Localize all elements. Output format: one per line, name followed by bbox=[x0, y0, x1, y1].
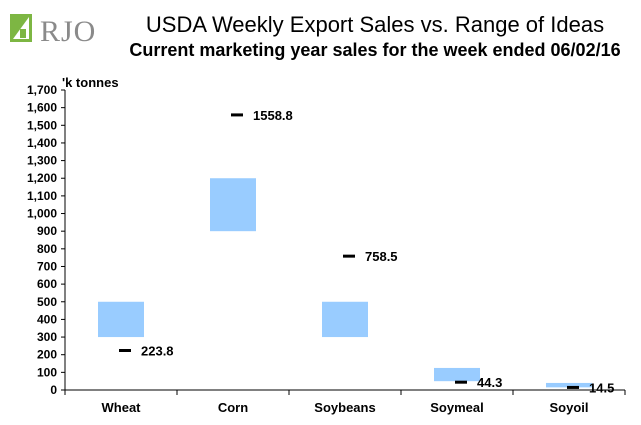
actual-value-label: 44.3 bbox=[477, 375, 502, 390]
y-tick-label: 1,300 bbox=[27, 154, 57, 168]
range-bar-soyoil bbox=[546, 382, 592, 388]
actual-value-label: 1558.8 bbox=[253, 108, 293, 123]
range-bar-corn bbox=[210, 178, 256, 232]
actual-value-label: 223.8 bbox=[141, 344, 174, 359]
y-tick-label: 100 bbox=[37, 365, 57, 379]
logo-text: RJO bbox=[40, 15, 97, 48]
chart-subtitle: Current marketing year sales for the wee… bbox=[129, 40, 621, 60]
x-category-label: Corn bbox=[218, 400, 248, 415]
x-category-label: Soymeal bbox=[430, 400, 483, 415]
range-bar-wheat bbox=[98, 301, 144, 338]
actual-value-label: 758.5 bbox=[365, 249, 398, 264]
y-tick-label: 200 bbox=[37, 348, 57, 362]
y-tick-label: 1,000 bbox=[27, 207, 57, 221]
y-tick-label: 1,500 bbox=[27, 118, 57, 132]
y-tick-label: 0 bbox=[50, 383, 57, 397]
y-tick-label: 700 bbox=[37, 259, 57, 273]
y-tick-label: 1,200 bbox=[27, 171, 57, 185]
y-tick-label: 400 bbox=[37, 312, 57, 326]
x-category-label: Wheat bbox=[102, 400, 142, 415]
range-bar-soybeans bbox=[322, 301, 368, 338]
range-bar-soymeal bbox=[434, 367, 480, 382]
x-category-label: Soybeans bbox=[314, 400, 375, 415]
rjo-logo-mark bbox=[10, 14, 32, 42]
chart-title: USDA Weekly Export Sales vs. Range of Id… bbox=[145, 12, 605, 37]
rjo-logo: RJO bbox=[10, 12, 110, 48]
y-tick-label: 500 bbox=[37, 295, 57, 309]
y-tick-label: 900 bbox=[37, 224, 57, 238]
actual-value-label: 14.5 bbox=[589, 380, 614, 395]
y-tick-label: 1,700 bbox=[27, 83, 57, 97]
y-tick-label: 800 bbox=[37, 242, 57, 256]
y-tick-label: 1,400 bbox=[27, 136, 57, 150]
y-unit-label: 'k tonnes bbox=[62, 75, 119, 90]
y-tick-label: 600 bbox=[37, 277, 57, 291]
y-tick-label: 1,600 bbox=[27, 101, 57, 115]
x-category-label: Soyoil bbox=[549, 400, 588, 415]
y-tick-label: 1,100 bbox=[27, 189, 57, 203]
y-tick-label: 300 bbox=[37, 330, 57, 344]
